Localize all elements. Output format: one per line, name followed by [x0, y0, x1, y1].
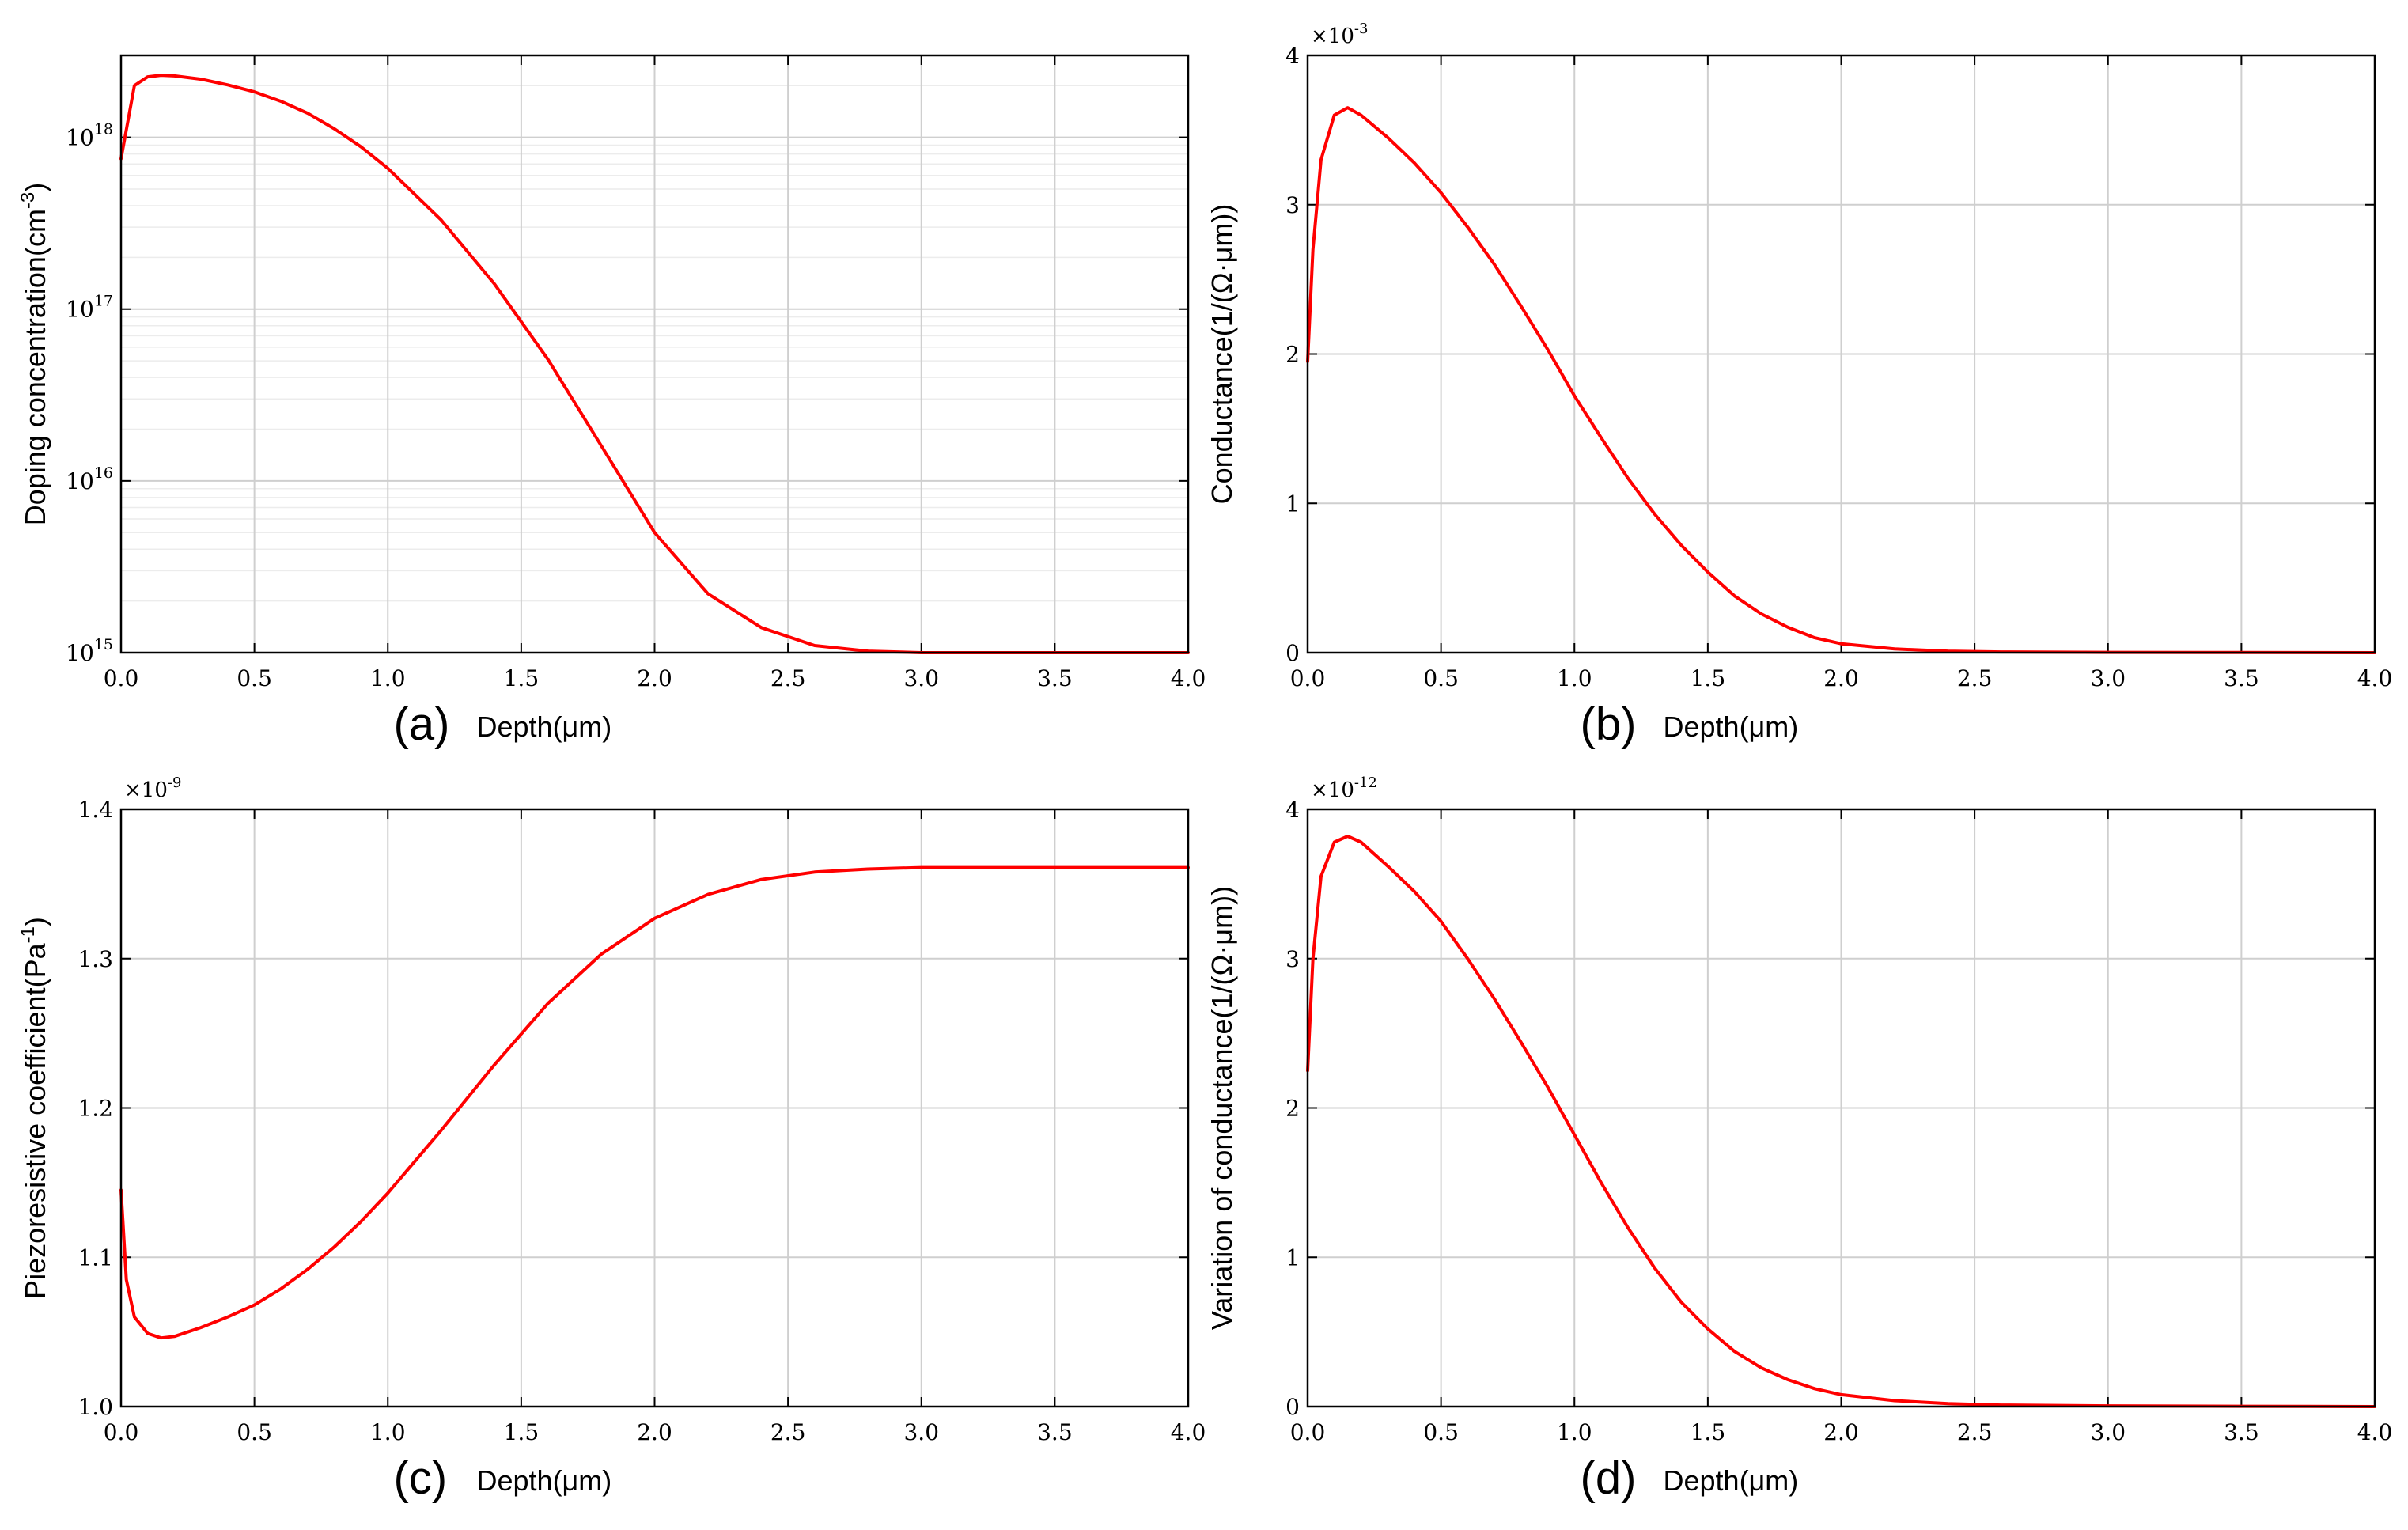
y-axis-label: Doping concentration(cm-3): [17, 183, 51, 526]
y-tick-label: 1.2: [78, 1096, 113, 1122]
y-tick-label: 1015: [66, 636, 113, 666]
series-line: [1306, 835, 2376, 1408]
y-multiplier: ×10-3: [1311, 21, 1368, 48]
y-tick-label: 0: [1285, 640, 1300, 666]
x-tick-label: 1.0: [370, 665, 406, 691]
y-tick-label: 1016: [66, 464, 113, 494]
y-tick-label: 0: [1285, 1394, 1300, 1420]
x-tick-label: 1.5: [504, 1419, 540, 1445]
x-tick-label: 3.0: [2090, 665, 2126, 691]
y-tick-label: 1.0: [78, 1394, 113, 1420]
x-tick-label: 0.5: [1423, 1419, 1459, 1445]
x-tick-label: 0.0: [1290, 665, 1326, 691]
x-tick-label: 1.5: [1691, 665, 1726, 691]
panel-label: (a): [394, 699, 450, 750]
x-tick-label: 0.0: [104, 665, 139, 691]
x-tick-label: 2.0: [637, 1419, 672, 1445]
y-axis-label: Conductance(1/(Ω·μm)): [1206, 204, 1238, 505]
x-tick-label: 1.0: [1557, 1419, 1592, 1445]
y-tick-label: 1: [1285, 490, 1300, 517]
series-line: [119, 74, 1190, 654]
y-tick-label: 1.3: [78, 946, 113, 972]
y-tick-label: 4: [1285, 43, 1300, 69]
y-tick-label: 3: [1285, 192, 1300, 218]
x-tick-label: 1.0: [1557, 665, 1592, 691]
x-tick-label: 1.5: [1691, 1419, 1726, 1445]
x-tick-label: 3.5: [2224, 665, 2259, 691]
x-tick-label: 2.0: [1823, 1419, 1859, 1445]
x-tick-label: 2.5: [770, 1419, 806, 1445]
chart-c: 0.0 0.5 1.0 1.5 2.0 2.5 3.0 3.5 4.0 1.0 1.1 1.2 1.3 1…: [17, 774, 1206, 1504]
x-tick-label: 2.5: [1957, 665, 1993, 691]
x-tick-label: 1.0: [370, 1419, 406, 1445]
x-tick-label: 2.0: [1823, 665, 1859, 691]
panel-label: (c): [394, 1452, 448, 1504]
x-tick-label: 0.0: [104, 1419, 139, 1445]
axes-frame: [119, 808, 1190, 1408]
series-line: [119, 865, 1190, 1340]
x-tick-label: 3.0: [2090, 1419, 2126, 1445]
x-tick-label: 4.0: [1171, 1419, 1206, 1445]
y-tick-label: 3: [1285, 946, 1300, 972]
x-tick-label: 3.5: [1037, 1419, 1073, 1445]
y-tick-label: 1.1: [78, 1244, 113, 1271]
x-tick-label: 0.5: [237, 1419, 272, 1445]
chart-b: 0.0 0.5 1.0 1.5 2.0 2.5 3.0 3.5 4.0 0 1 2 3 4 ×10-3 Con…: [1206, 21, 2392, 750]
y-tick-label: 1018: [66, 121, 113, 151]
x-axis-label: Depth(μm): [477, 1464, 612, 1497]
y-tick-label: 1: [1285, 1244, 1300, 1271]
y-tick-label: 2: [1285, 1096, 1300, 1122]
x-tick-label: 2.5: [770, 665, 806, 691]
x-tick-label: 2.0: [637, 665, 672, 691]
y-tick-label: 1017: [66, 293, 113, 323]
axes-frame: [1306, 808, 2376, 1408]
panel-label: (d): [1581, 1452, 1637, 1504]
x-tick-label: 4.0: [1171, 665, 1206, 691]
x-axis-label: Depth(μm): [1664, 710, 1799, 743]
x-tick-label: 2.5: [1957, 1419, 1993, 1445]
x-tick-label: 3.5: [1037, 665, 1073, 691]
x-tick-label: 0.0: [1290, 1419, 1326, 1445]
x-tick-label: 4.0: [2357, 1419, 2393, 1445]
axes-frame: [119, 54, 1190, 654]
chart-a: 0.0 0.5 1.0 1.5 2.0 2.5 3.0 3.5 4.0 1015 1016 1017 1…: [17, 54, 1206, 750]
axes-frame: [1306, 54, 2376, 654]
x-tick-label: 0.5: [237, 665, 272, 691]
y-tick-label: 2: [1285, 342, 1300, 368]
y-axis-label: Variation of conductance(1/(Ω·μm)): [1206, 886, 1238, 1330]
panel-label: (b): [1581, 699, 1637, 750]
y-tick-label: 4: [1285, 797, 1300, 823]
x-tick-label: 3.5: [2224, 1419, 2259, 1445]
series-line: [1306, 106, 2376, 654]
x-axis-label: Depth(μm): [477, 710, 612, 743]
x-tick-label: 4.0: [2357, 665, 2393, 691]
y-multiplier: ×10-12: [1311, 774, 1377, 802]
x-tick-label: 3.0: [903, 665, 939, 691]
y-axis-label: Piezoresistive coefficient(Pa-1): [17, 917, 51, 1299]
y-tick-label: 1.4: [78, 797, 113, 823]
x-axis-label: Depth(μm): [1664, 1464, 1799, 1497]
x-tick-label: 3.0: [903, 1419, 939, 1445]
x-tick-label: 0.5: [1423, 665, 1459, 691]
x-tick-label: 1.5: [504, 665, 540, 691]
y-multiplier: ×10-9: [124, 774, 181, 802]
chart-d: 0.0 0.5 1.0 1.5 2.0 2.5 3.0 3.5 4.0 0 1 2 3 4 ×10-12 Va…: [1206, 774, 2392, 1504]
